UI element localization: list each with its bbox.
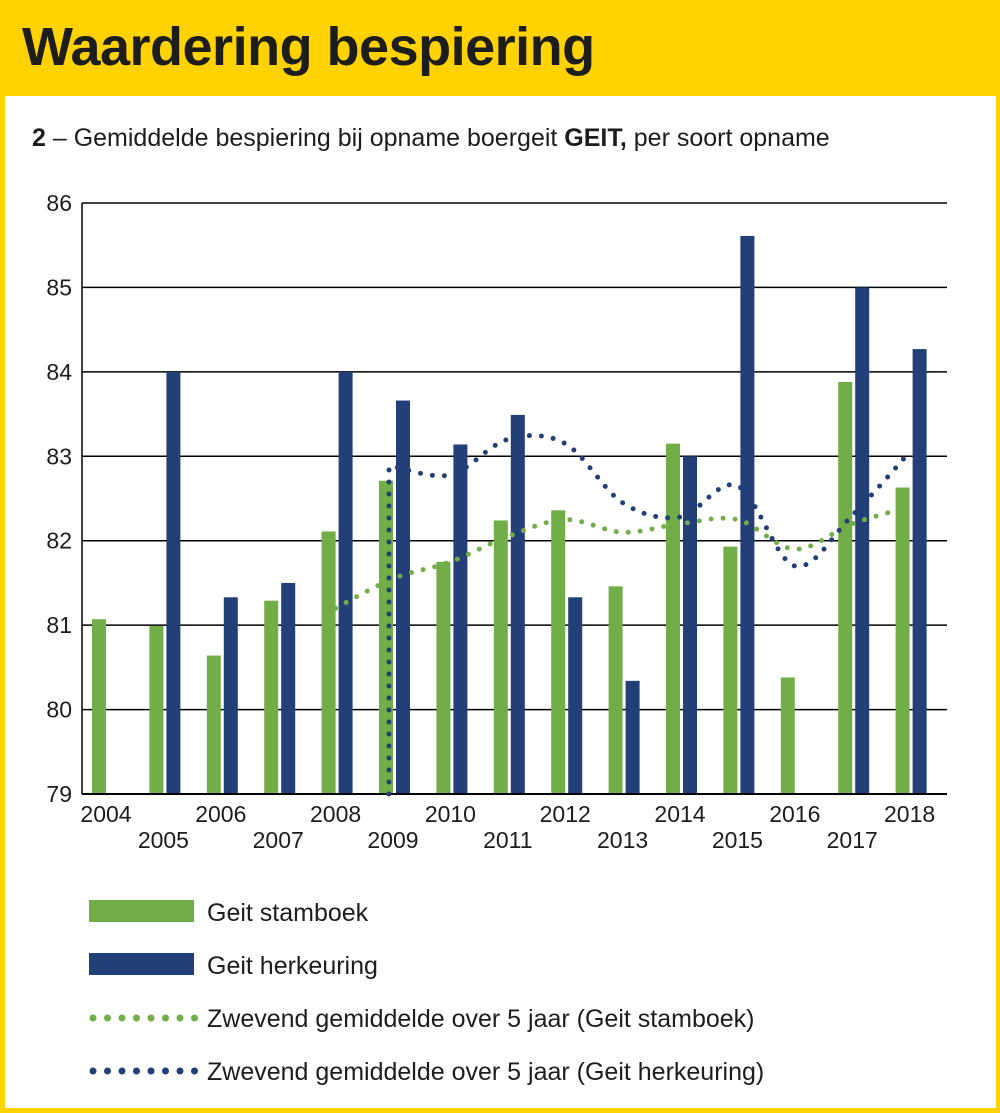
chart-panel: 2 – Gemiddelde bespiering bij opname boe… [5, 96, 996, 1108]
bar-herkeuring-2010 [453, 444, 468, 794]
legend-label-2: Zwevend gemiddelde over 5 jaar (Geit sta… [207, 1005, 755, 1033]
bar-stamboek-2005 [149, 625, 164, 794]
x-tick-label-2009: 2009 [367, 827, 418, 853]
header-bar: Waardering bespiering [0, 0, 1000, 96]
bar-stamboek-2015 [723, 546, 738, 794]
legend-label-0: Geit stamboek [207, 899, 369, 927]
bar-stamboek-2004 [92, 619, 106, 794]
x-tick-label-2008: 2008 [310, 801, 361, 827]
x-tick-label-2011: 2011 [483, 827, 532, 853]
y-tick-label-84: 84 [46, 359, 72, 385]
subtitle-bold: GEIT, [564, 124, 627, 152]
y-tick-label-85: 85 [46, 274, 72, 300]
subtitle-prefix: – Gemiddelde bespiering bij opname boerg… [45, 124, 565, 152]
bar-herkeuring-2012 [568, 597, 583, 794]
x-tick-label-2010: 2010 [425, 801, 476, 827]
y-tick-label-79: 79 [46, 781, 72, 807]
x-tick-label-2018: 2018 [884, 801, 935, 827]
bar-herkeuring-2011 [510, 414, 525, 794]
x-tick-label-2012: 2012 [540, 801, 591, 827]
bar-stamboek-2009 [379, 480, 393, 794]
legend-swatch-herkeuring [89, 953, 194, 975]
bar-stamboek-2008 [321, 531, 336, 794]
bar-stamboek-2010 [436, 561, 451, 794]
legend-label-1: Geit herkeuring [207, 952, 378, 980]
y-tick-label-86: 86 [46, 190, 72, 216]
bar-stamboek-2017 [838, 381, 853, 794]
x-tick-label-2013: 2013 [597, 827, 648, 853]
x-tick-label-2015: 2015 [712, 827, 763, 853]
bar-herkeuring-2018 [912, 349, 927, 794]
bar-stamboek-2006 [206, 655, 221, 794]
moving-average-line-herkeuring [386, 433, 913, 797]
bar-herkeuring-2015 [740, 235, 755, 795]
subtitle-number: 2 [32, 124, 46, 152]
y-tick-label-82: 82 [46, 528, 72, 554]
bar-stamboek-2014 [666, 443, 680, 794]
bar-stamboek-2007 [264, 600, 279, 794]
legend-label-3: Zwevend gemiddelde over 5 jaar (Geit her… [207, 1058, 764, 1086]
chart-subtitle: 2 – Gemiddelde bespiering bij opname boe… [32, 124, 830, 153]
subtitle-suffix: per soort opname [626, 124, 830, 152]
x-tick-label-2007: 2007 [253, 827, 304, 853]
x-tick-label-2004: 2004 [80, 801, 131, 827]
page-title: Waardering bespiering [22, 17, 595, 77]
y-tick-label-80: 80 [46, 697, 72, 723]
bar-herkeuring-2017 [855, 287, 870, 794]
bar-stamboek-2016 [780, 677, 795, 794]
y-tick-label-81: 81 [46, 612, 72, 638]
moving-average-line-stamboek [333, 504, 913, 611]
bar-stamboek-2012 [551, 510, 566, 794]
bar-herkeuring-2006 [223, 597, 238, 794]
bar-stamboek-2018 [895, 487, 910, 794]
bar-herkeuring-2008 [338, 371, 353, 794]
bar-herkeuring-2009 [396, 400, 410, 794]
x-tick-label-2006: 2006 [195, 801, 246, 827]
x-tick-label-2005: 2005 [138, 827, 189, 853]
bar-herkeuring-2007 [281, 582, 296, 794]
bar-herkeuring-2014 [683, 456, 697, 794]
bar-herkeuring-2013 [625, 680, 640, 794]
y-tick-label-83: 83 [46, 443, 72, 469]
x-tick-label-2016: 2016 [769, 801, 820, 827]
x-tick-label-2017: 2017 [827, 827, 878, 853]
legend-swatch-stamboek [89, 900, 194, 922]
bar-stamboek-2011 [493, 520, 508, 794]
bar-stamboek-2013 [608, 586, 623, 794]
x-tick-label-2014: 2014 [654, 801, 705, 827]
bar-herkeuring-2005 [166, 371, 181, 794]
